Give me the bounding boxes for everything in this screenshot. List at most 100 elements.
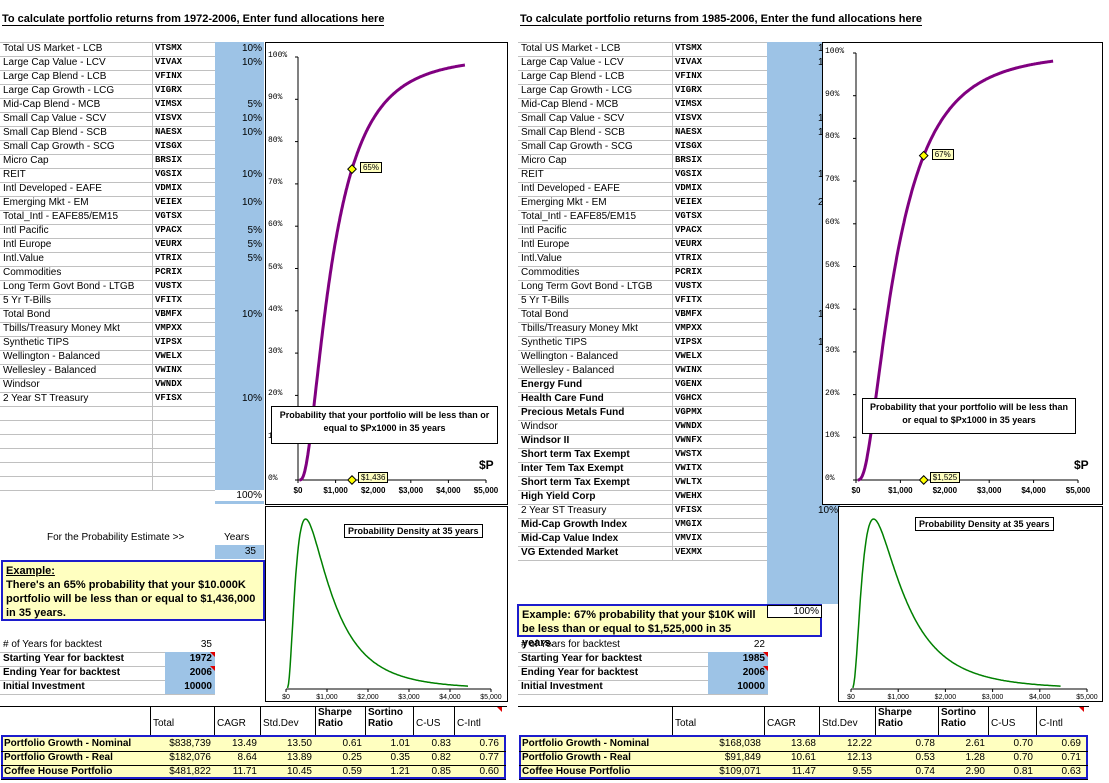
value-point-label: $1,436	[357, 472, 389, 483]
backtest-value[interactable]: 2006	[708, 666, 768, 680]
x-axis-label: $P	[1074, 458, 1089, 472]
fund-ticker: VPACX	[675, 225, 703, 235]
grid-line	[0, 84, 215, 85]
allocation-input[interactable]	[215, 350, 264, 364]
grid-line	[0, 42, 215, 43]
fund-name: 2 Year ST Treasury	[3, 393, 89, 404]
backtest-label: Ending Year for backtest	[3, 667, 121, 678]
allocation-input[interactable]	[215, 336, 264, 350]
x-tick-label: $3,000	[398, 486, 424, 495]
allocation-input[interactable]	[767, 546, 840, 560]
fund-name: Total_Intl - EAFE85/EM15	[3, 211, 119, 222]
fund-ticker: VFINX	[675, 71, 703, 81]
results-cell: 0.61	[342, 738, 362, 749]
fund-name: Energy Fund	[521, 379, 583, 390]
fund-ticker: VPACX	[155, 225, 183, 235]
allocation-input[interactable]	[215, 322, 264, 336]
allocation-input[interactable]	[215, 84, 264, 98]
fund-ticker: VGSIX	[675, 169, 703, 179]
results-cell: 13.68	[790, 738, 816, 749]
allocation-input[interactable]: 10%	[241, 113, 262, 124]
allocation-input[interactable]: 5%	[247, 99, 262, 110]
y-tick-label: 60%	[825, 217, 840, 227]
fund-name: Intl.Value	[3, 253, 44, 264]
grid-line	[0, 98, 215, 99]
results-row-label: Portfolio Growth - Real	[4, 752, 113, 763]
allocation-input[interactable]: 10%	[817, 505, 838, 516]
allocation-input[interactable]	[215, 280, 264, 294]
grid-line	[518, 350, 767, 351]
y-tick-label: 80%	[825, 132, 840, 142]
grid-line	[0, 154, 215, 155]
y-tick-label: 40%	[825, 303, 840, 313]
fund-ticker: VTRIX	[155, 253, 183, 263]
allocation-input[interactable]: 5%	[247, 253, 262, 264]
x-tick-label: $3,000	[398, 694, 420, 701]
allocation-input[interactable]	[215, 154, 264, 168]
fund-ticker: VGSIX	[155, 169, 183, 179]
grid-line	[0, 252, 215, 253]
results-cell: 1.28	[965, 752, 985, 763]
backtest-value[interactable]: 10000	[708, 680, 768, 694]
fund-ticker: VEURX	[155, 239, 183, 249]
backtest-value[interactable]: 1972	[165, 652, 215, 666]
fund-name: Micro Cap	[3, 155, 49, 166]
backtest-value[interactable]: 1985	[708, 652, 768, 666]
allocation-input[interactable]	[215, 364, 264, 378]
grid-line	[518, 280, 767, 281]
allocation-input[interactable]	[215, 294, 264, 308]
allocation-input[interactable]: 10%	[241, 197, 262, 208]
grid-line	[518, 322, 767, 323]
grid-line	[518, 652, 768, 653]
comment-marker	[210, 652, 215, 657]
allocation-input[interactable]: 10%	[241, 43, 262, 54]
backtest-value[interactable]: 2006	[165, 666, 215, 680]
results-cell: 0.70	[1013, 738, 1033, 749]
grid-line	[518, 182, 767, 183]
allocation-input[interactable]	[215, 182, 264, 196]
grid-line	[518, 294, 767, 295]
fund-ticker: VEIEX	[675, 197, 703, 207]
results-cell: $109,071	[719, 766, 761, 777]
comment-marker	[1079, 707, 1084, 712]
allocation-input[interactable]: 10%	[241, 393, 262, 404]
results-header: Std.Dev	[822, 718, 858, 729]
allocation-input[interactable]	[215, 378, 264, 392]
allocation-input[interactable]: 5%	[247, 225, 262, 236]
results-cell: 12.13	[846, 752, 872, 763]
grid-line	[518, 210, 767, 211]
results-cell: 0.25	[342, 752, 362, 763]
x-tick-label: $1,000	[316, 694, 338, 701]
fund-name: Precious Metals Fund	[521, 407, 625, 418]
backtest-value[interactable]: 10000	[165, 680, 215, 694]
fund-ticker: VWLTX	[675, 477, 703, 487]
grid-line	[0, 266, 215, 267]
allocation-input[interactable]	[767, 518, 840, 532]
x-tick-label: $2,000	[360, 486, 386, 495]
fund-name: 5 Yr T-Bills	[521, 295, 569, 306]
y-tick-label: 30%	[268, 347, 283, 357]
grid-line	[0, 112, 215, 113]
allocation-input[interactable]: 10%	[241, 127, 262, 138]
allocation-input[interactable]	[215, 70, 264, 84]
backtest-label: Starting Year for backtest	[521, 653, 642, 664]
left-allocation-column	[215, 42, 264, 504]
allocation-input[interactable]	[767, 532, 840, 546]
allocation-input[interactable]	[215, 266, 264, 280]
fund-name: Windsor	[521, 421, 558, 432]
allocation-input[interactable]	[215, 210, 264, 224]
fund-name: Commodities	[3, 267, 62, 278]
allocation-input[interactable]: 10%	[241, 169, 262, 180]
allocation-input[interactable]: 10%	[241, 309, 262, 320]
cdf-curve	[299, 63, 466, 482]
allocation-input[interactable]: 10%	[241, 57, 262, 68]
allocation-input[interactable]: 5%	[247, 239, 262, 250]
cdf-curve	[857, 59, 1054, 482]
years-input[interactable]: 35	[215, 545, 264, 559]
fund-ticker: VMPXX	[675, 323, 703, 333]
allocation-input[interactable]	[215, 140, 264, 154]
fund-ticker: VEURX	[675, 239, 703, 249]
y-tick-label: 80%	[268, 135, 283, 145]
fund-name: Mid-Cap Blend - MCB	[521, 99, 619, 110]
fund-name: Short term Tax Exempt	[521, 449, 630, 460]
